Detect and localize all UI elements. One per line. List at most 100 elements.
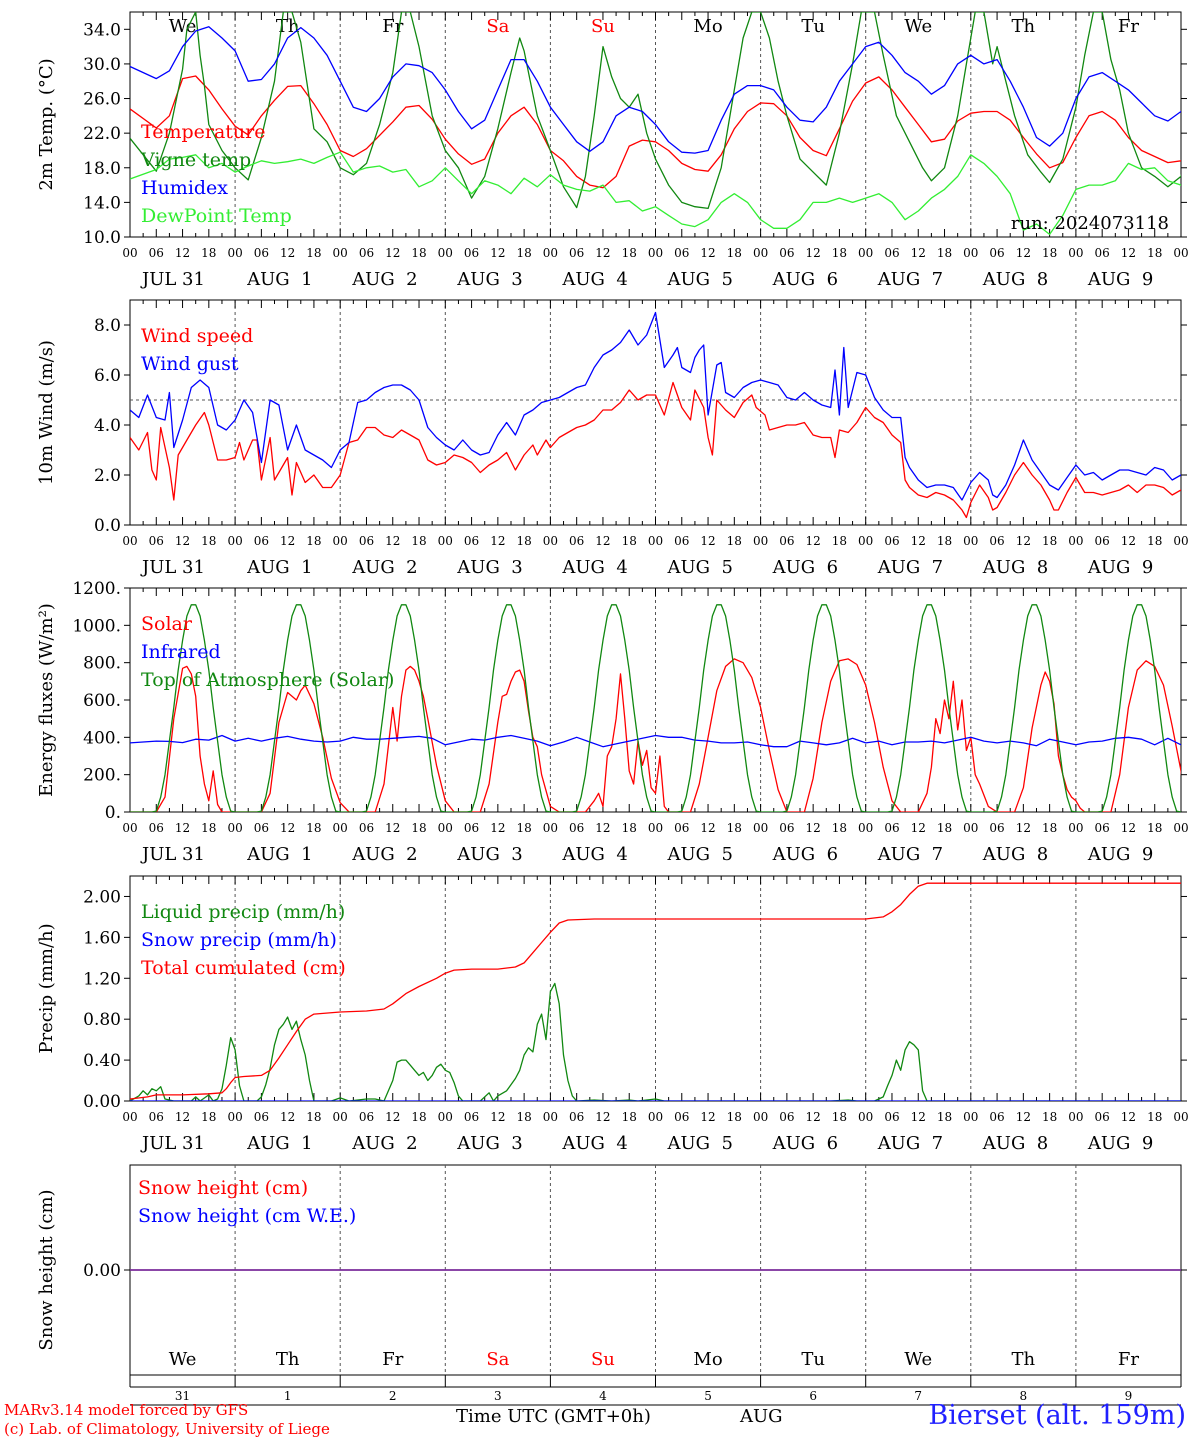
hour-label: 18 [1147, 1110, 1162, 1124]
hour-label: 06 [359, 1110, 374, 1124]
legend-entry: Vigne temp [140, 149, 251, 171]
day-label: AUG 8 [982, 844, 1048, 865]
hour-label: 12 [595, 1110, 610, 1124]
panel-4: 00 06 12 18 00 06 12 18 00 06 12 18 00 06 12 18 00 06 12 18… [36, 875, 1189, 1154]
hour-label: 12 [1016, 246, 1031, 260]
series-line [130, 734, 1181, 748]
weekday-label: We [169, 1349, 197, 1370]
day-label: AUG 9 [1087, 844, 1153, 865]
hour-label: 00 [333, 246, 348, 260]
hour-label: 12 [175, 246, 190, 260]
hour-label: 00 [963, 1110, 978, 1124]
hour-label: 00 [753, 534, 768, 548]
hour-label: 12 [1121, 821, 1136, 835]
hour-label: 06 [569, 246, 584, 260]
hour-label: 18 [1042, 1110, 1057, 1124]
hour-label: 00 [858, 1110, 873, 1124]
hour-label: 00 [648, 534, 663, 548]
x-axis-title: Time UTC (GMT+0h) [456, 1406, 651, 1427]
model-credit: MARv3.14 model forced by GFS [4, 1401, 249, 1419]
hour-label: 18 [306, 246, 321, 260]
hour-label: 00 [858, 246, 873, 260]
day-label: AUG 4 [561, 557, 627, 578]
hour-label: 06 [779, 246, 794, 260]
weekday-label: We [169, 16, 197, 37]
y-tick-label: 6.0 [94, 366, 121, 386]
hour-label: 06 [779, 534, 794, 548]
hour-label: 12 [280, 246, 295, 260]
day-number-label: 3 [494, 1389, 502, 1403]
plot-frame [129, 587, 1182, 813]
legend-entry: Total cumulated (cm) [141, 957, 346, 979]
hour-label: 18 [1042, 246, 1057, 260]
hour-label: 18 [201, 821, 216, 835]
hour-label: 00 [1068, 1110, 1083, 1124]
day-number-label: 7 [914, 1389, 922, 1403]
panel-2: 00 06 12 18 00 06 12 18 00 06 12 18 00 06 12 18 00 06 12 18… [36, 299, 1189, 578]
hour-label: 12 [385, 821, 400, 835]
series-line [130, 982, 1181, 1101]
y-axis-label: Precip (mm/h) [36, 923, 57, 1053]
hour-label: 00 [963, 534, 978, 548]
series-line [130, 882, 1181, 1100]
day-number-label: 9 [1125, 1389, 1133, 1403]
hour-label: 18 [516, 821, 531, 835]
run-annotation: run: 2024073118 [1011, 213, 1169, 234]
y-tick-label: 0.00 [83, 1092, 121, 1112]
y-tick-label: 1.60 [83, 928, 121, 948]
y-tick-label: 400. [83, 728, 121, 748]
hour-label: 18 [622, 821, 637, 835]
hour-label: 00 [648, 1110, 663, 1124]
weekday-label: Sa [486, 16, 509, 37]
hour-label: 18 [201, 1110, 216, 1124]
day-number-label: 5 [704, 1389, 712, 1403]
hour-label: 06 [884, 1110, 899, 1124]
legend-entry: Snow height (cm W.E.) [138, 1205, 356, 1227]
hour-label: 00 [543, 1110, 558, 1124]
hour-label: 00 [543, 246, 558, 260]
hour-label: 18 [622, 534, 637, 548]
hour-label: 00 [1173, 1110, 1188, 1124]
hour-label: 18 [201, 246, 216, 260]
hour-label: 06 [779, 821, 794, 835]
hour-label: 18 [1147, 534, 1162, 548]
hour-label: 00 [753, 821, 768, 835]
hour-label: 06 [989, 534, 1004, 548]
hour-label: 12 [595, 821, 610, 835]
day-label: AUG 3 [456, 1133, 522, 1154]
hour-label: 18 [306, 1110, 321, 1124]
y-tick-label: 0.00 [83, 1261, 121, 1281]
y-tick-label: 10.0 [83, 228, 121, 248]
hour-label: 00 [1173, 246, 1188, 260]
plot-frame [129, 299, 1182, 526]
series-line [130, 658, 1181, 812]
weekday-label: Th [276, 1349, 300, 1370]
hour-label: 18 [1147, 246, 1162, 260]
day-label: AUG 1 [246, 557, 312, 578]
y-tick-label: 30.0 [83, 55, 121, 75]
day-label: AUG 6 [772, 844, 838, 865]
panel-1: 00 06 12 18 00 06 12 18 00 06 12 18 00 06 12 18 00 06 12 18… [36, 11, 1189, 290]
weekday-label: Fr [1118, 16, 1139, 37]
day-label: AUG 4 [561, 844, 627, 865]
y-tick-label: 200. [83, 766, 121, 786]
weekday-label: Mo [693, 1349, 722, 1370]
day-label: AUG 7 [877, 1133, 943, 1154]
hour-label: 06 [1095, 1110, 1110, 1124]
hour-label: 06 [884, 246, 899, 260]
y-axis-label: Snow height (cm) [36, 1189, 57, 1350]
hour-label: 06 [569, 534, 584, 548]
hour-label: 18 [411, 821, 426, 835]
weekday-label: Mo [693, 16, 722, 37]
hour-label: 18 [622, 1110, 637, 1124]
day-label: JUL 31 [140, 269, 205, 290]
weekday-label: We [904, 16, 932, 37]
hour-label: 18 [832, 534, 847, 548]
hour-label: 06 [464, 1110, 479, 1124]
day-label: AUG 5 [667, 557, 733, 578]
hour-label: 18 [937, 246, 952, 260]
day-label: AUG 8 [982, 269, 1048, 290]
day-number-label: 1 [284, 1389, 292, 1403]
month-label: AUG [740, 1406, 783, 1427]
hour-label: 12 [595, 246, 610, 260]
